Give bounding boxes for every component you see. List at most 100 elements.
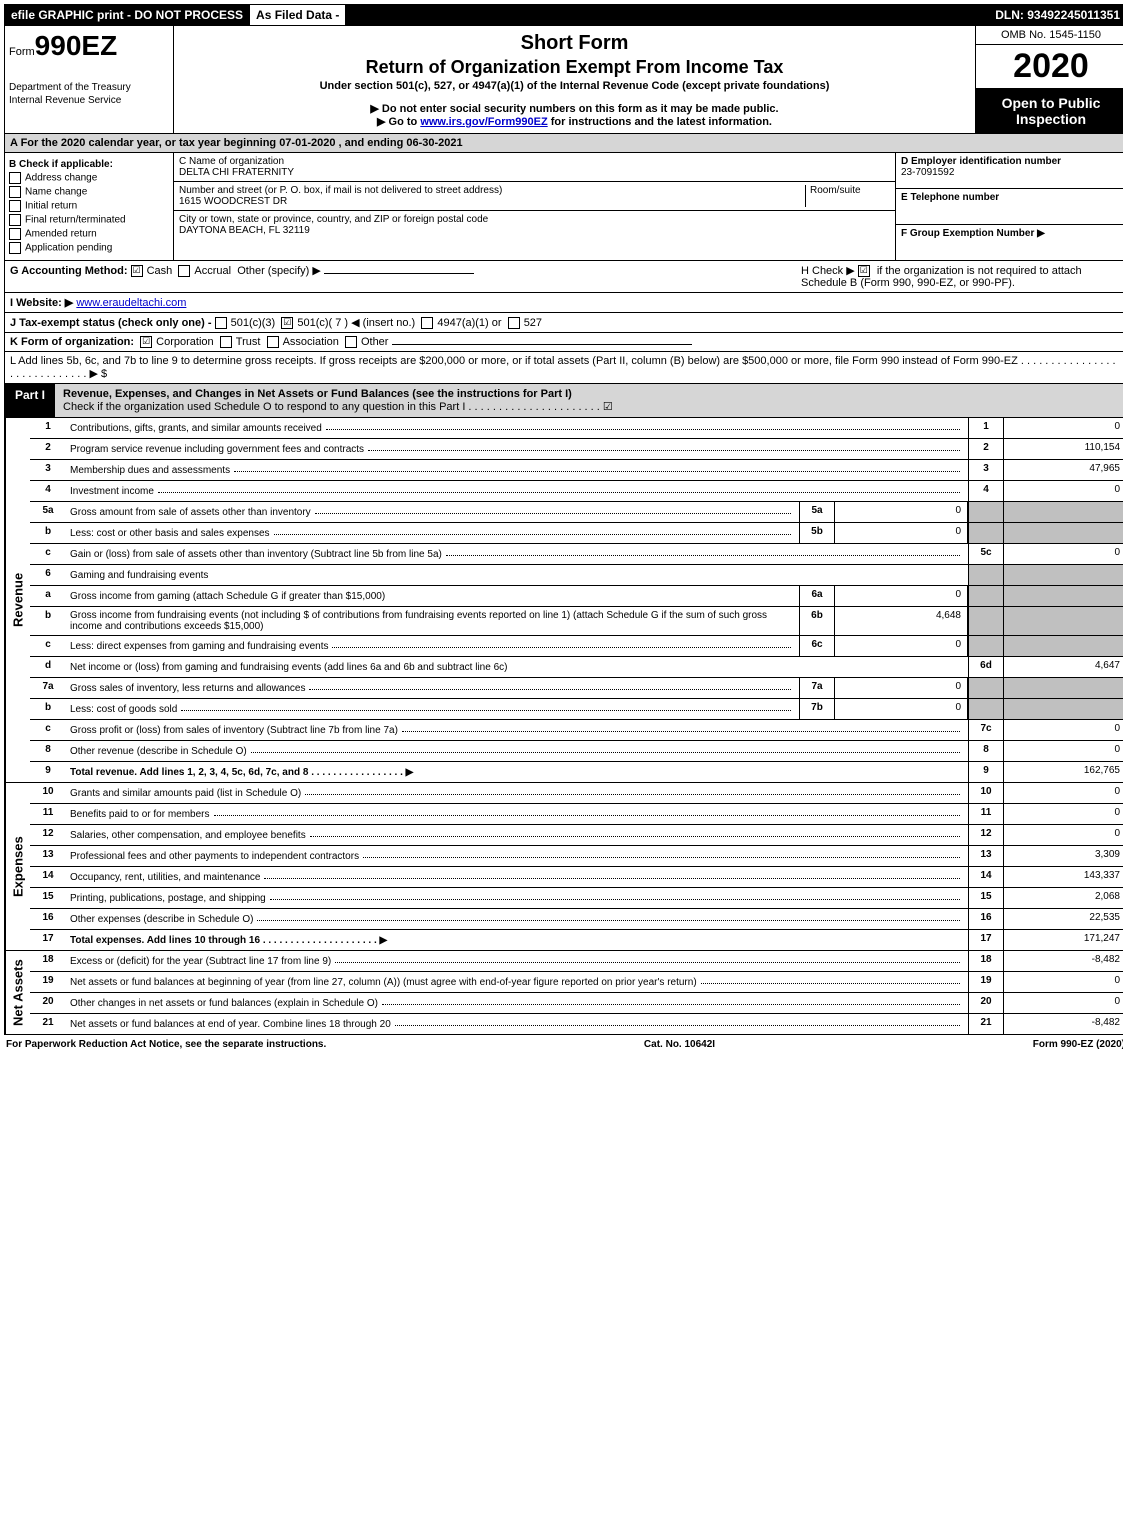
irs-link[interactable]: www.irs.gov/Form990EZ [420, 116, 547, 128]
cb-address-change[interactable]: Address change [9, 172, 169, 184]
cb-assoc[interactable] [267, 336, 279, 348]
form-header: Form990EZ Department of the Treasury Int… [4, 26, 1123, 134]
v: 3,309 [1003, 846, 1123, 866]
n: 18 [30, 951, 66, 971]
d: Contributions, gifts, grants, and simila… [70, 423, 322, 434]
n: 5a [30, 502, 66, 522]
d-ein: D Employer identification number 23-7091… [896, 153, 1123, 189]
v: 0 [1003, 544, 1123, 564]
n: 14 [30, 867, 66, 887]
rn: 19 [968, 972, 1003, 992]
v: 0 [1003, 418, 1123, 438]
n: 17 [30, 930, 66, 950]
v: 22,535 [1003, 909, 1123, 929]
return-title: Return of Organization Exempt From Incom… [182, 57, 967, 78]
j-opt1: 501(c)(3) [231, 317, 276, 329]
subtitle: Under section 501(c), 527, or 4947(a)(1)… [182, 80, 967, 92]
rn [968, 607, 1003, 635]
cb-label: Amended return [25, 229, 97, 240]
cb-accrual[interactable] [178, 265, 190, 277]
cb-other[interactable] [345, 336, 357, 348]
j-opt2: 501(c)( 7 ) ◀ (insert no.) [297, 317, 415, 329]
revenue-table: Revenue 1Contributions, gifts, grants, a… [4, 418, 1123, 783]
v: 162,765 [1003, 762, 1123, 782]
goto-pre: ▶ Go to [377, 116, 420, 128]
d: Grants and similar amounts paid (list in… [70, 788, 301, 799]
rn [968, 586, 1003, 606]
n: 8 [30, 741, 66, 761]
cb-initial-return[interactable]: Initial return [9, 200, 169, 212]
part1-title: Revenue, Expenses, and Changes in Net As… [55, 384, 1123, 417]
cb-501c3[interactable] [215, 317, 227, 329]
efile-label: efile GRAPHIC print - DO NOT PROCESS [5, 5, 249, 25]
v: 0 [1003, 972, 1123, 992]
n: b [30, 607, 66, 635]
mv: 0 [835, 636, 968, 656]
cb-527[interactable] [508, 317, 520, 329]
revenue-body: 1 Contributions, gifts, grants, and simil… [30, 418, 1123, 782]
v: 143,337 [1003, 867, 1123, 887]
website-link[interactable]: www.eraudeltachi.com [76, 297, 186, 309]
v [1003, 523, 1123, 543]
as-filed-label: As Filed Data - [249, 5, 346, 25]
d: Occupancy, rent, utilities, and maintena… [70, 872, 260, 883]
n: 1 [30, 418, 66, 438]
mv: 0 [835, 586, 968, 606]
c-label: C Name of organization [179, 156, 890, 167]
d: Program service revenue including govern… [70, 444, 364, 455]
rn: 3 [968, 460, 1003, 480]
n: b [30, 523, 66, 543]
ssn-note: ▶ Do not enter social security numbers o… [182, 102, 967, 115]
cb-name-change[interactable]: Name change [9, 186, 169, 198]
v: 0 [1003, 783, 1123, 803]
section-a: A For the 2020 calendar year, or tax yea… [4, 134, 1123, 153]
rn: 9 [968, 762, 1003, 782]
cb-corp[interactable]: ☑ [140, 336, 152, 348]
ein-value: 23-7091592 [901, 167, 1121, 178]
line-13: 13Professional fees and other payments t… [30, 846, 1123, 867]
header-mid: Short Form Return of Organization Exempt… [174, 26, 975, 133]
mn: 6a [799, 586, 835, 606]
cb-cash[interactable]: ☑ [131, 265, 143, 277]
line-16: 16Other expenses (describe in Schedule O… [30, 909, 1123, 930]
line-6a: aGross income from gaming (attach Schedu… [30, 586, 1123, 607]
part1-sub: Check if the organization used Schedule … [63, 401, 613, 413]
col-cde: C Name of organization DELTA CHI FRATERN… [174, 153, 895, 260]
cb-final-return[interactable]: Final return/terminated [9, 214, 169, 226]
rn [968, 678, 1003, 698]
form-ref: Form 990-EZ (2020) [1033, 1039, 1123, 1050]
c-addr-row: Number and street (or P. O. box, if mail… [174, 182, 895, 211]
v [1003, 586, 1123, 606]
line-19: 19Net assets or fund balances at beginni… [30, 972, 1123, 993]
line-8: 8Other revenue (describe in Schedule O)8… [30, 741, 1123, 762]
rn: 21 [968, 1014, 1003, 1034]
line-j: J Tax-exempt status (check only one) - 5… [4, 313, 1123, 333]
line-11: 11Benefits paid to or for members110 [30, 804, 1123, 825]
v: -8,482 [1003, 951, 1123, 971]
d: Net assets or fund balances at end of ye… [70, 1019, 391, 1030]
cb-amended-return[interactable]: Amended return [9, 228, 169, 240]
line-3: 3Membership dues and assessments347,965 [30, 460, 1123, 481]
n: a [30, 586, 66, 606]
h-pre: H Check ▶ [801, 265, 858, 277]
v [1003, 502, 1123, 522]
cb-4947[interactable] [421, 317, 433, 329]
cb-trust[interactable] [220, 336, 232, 348]
part1-header: Part I Revenue, Expenses, and Changes in… [4, 384, 1123, 418]
line-14: 14 Occupancy, rent, utilities, and mainte… [30, 867, 1123, 888]
n: 11 [30, 804, 66, 824]
cb-h[interactable]: ☑ [858, 265, 870, 277]
mn: 7b [799, 699, 835, 719]
mn: 6c [799, 636, 835, 656]
n: b [30, 699, 66, 719]
dept-treasury: Department of the Treasury [9, 82, 169, 93]
d: Membership dues and assessments [70, 465, 230, 476]
n: c [30, 636, 66, 656]
irs-label: Internal Revenue Service [9, 95, 169, 106]
cb-501c[interactable]: ☑ [281, 317, 293, 329]
netassets-tab: Net Assets [5, 951, 30, 1034]
cb-label: Name change [25, 187, 87, 198]
d: Total revenue. Add lines 1, 2, 3, 4, 5c,… [70, 767, 413, 778]
rn: 18 [968, 951, 1003, 971]
cb-application-pending[interactable]: Application pending [9, 242, 169, 254]
